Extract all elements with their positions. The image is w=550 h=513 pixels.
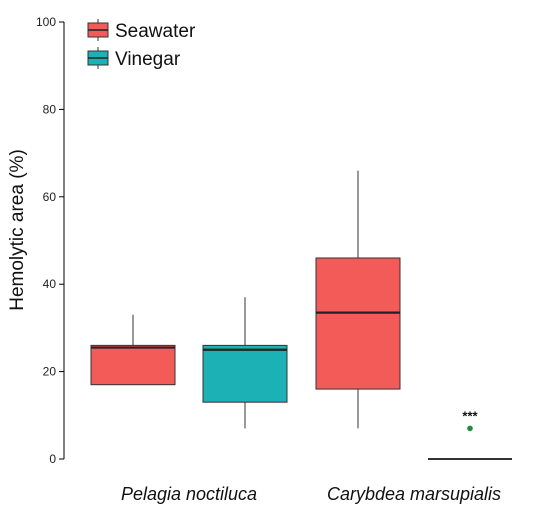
y-tick-label-0: 0 [49, 452, 56, 466]
legend-item-seawater: Seawater [87, 19, 196, 42]
y-axis-ticks: 0 20 40 60 80 100 [36, 15, 64, 466]
box-vinegar-carybdea-marsupialis [428, 425, 512, 460]
legend: Seawater Vinegar [87, 19, 196, 70]
y-tick-label-100: 100 [36, 15, 56, 29]
y-axis-title: Hemolytic area (%) [7, 149, 28, 311]
y-tick-label-20: 20 [43, 365, 57, 379]
box-vinegar-carybdea-marsupialis-outlier-0 [467, 425, 473, 432]
box-seawater-pelagia-noctiluca [90, 314, 176, 386]
box-seawater-carybdea-marsupialis [315, 170, 401, 429]
box-seawater-pelagia-noctiluca-iqr-rect [90, 344, 176, 386]
y-tick-label-40: 40 [43, 277, 57, 291]
annotations: *** [462, 408, 478, 423]
x-category-label-pelagia-noctiluca: Pelagia noctiluca [121, 484, 257, 504]
legend-label-vinegar: Vinegar [115, 49, 181, 70]
category-labels: Pelagia noctiluca Carybdea marsupialis [121, 484, 501, 504]
box-vinegar-pelagia-noctiluca-iqr-rect [202, 344, 288, 403]
legend-item-vinegar: Vinegar [87, 47, 181, 70]
legend-label-seawater: Seawater [115, 21, 196, 42]
box-vinegar-pelagia-noctiluca [202, 297, 288, 429]
box-seawater-carybdea-marsupialis-iqr-rect [315, 257, 401, 390]
boxes [90, 170, 512, 460]
y-tick-label-60: 60 [43, 190, 57, 204]
y-tick-label-80: 80 [43, 102, 57, 116]
x-category-label-carybdea-marsupialis: Carybdea marsupialis [327, 484, 501, 504]
significance-annotation-0: *** [462, 408, 478, 423]
